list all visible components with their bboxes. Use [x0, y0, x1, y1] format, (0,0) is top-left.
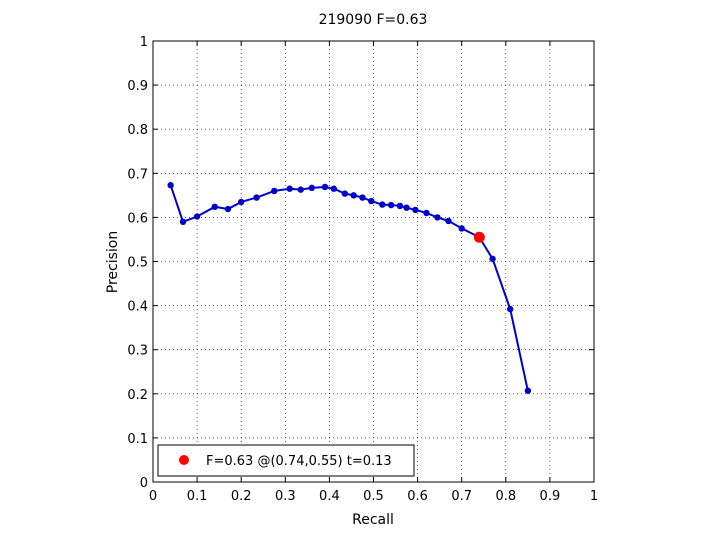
- series-blue: [167, 182, 532, 394]
- x-tick-label: 0.4: [319, 489, 340, 504]
- y-tick-label: 0.9: [127, 79, 148, 94]
- legend-box: [157, 444, 415, 477]
- series-point: [507, 305, 514, 313]
- x-tick-label: 0.5: [363, 489, 384, 504]
- series-point: [489, 255, 496, 263]
- series-point: [330, 185, 338, 192]
- y-tick-labels: 0 0.1 0.2 0.3 0.4 0.5 0.6 0.7 0.8 0.9 1: [127, 35, 148, 491]
- y-axis-label: Precision: [105, 231, 121, 293]
- series-point: [297, 186, 304, 193]
- grid-lines: [153, 41, 594, 482]
- x-tick-label: 0.2: [231, 489, 252, 504]
- y-tick-label: 0.5: [127, 256, 148, 271]
- series-point: [271, 187, 278, 195]
- series-point: [368, 197, 375, 205]
- series-point: [167, 182, 174, 189]
- series-point: [396, 202, 404, 210]
- series-point: [387, 201, 395, 209]
- series-point: [403, 204, 410, 211]
- series-line: [169, 184, 529, 391]
- series-point: [423, 209, 430, 217]
- x-tick-label: 0.6: [407, 489, 428, 504]
- series-point: [350, 192, 357, 199]
- legend: F=0.63 @(0.74,0.55) t=0.13: [157, 444, 415, 477]
- series-point: [179, 218, 187, 226]
- best-f-point: [473, 231, 485, 243]
- y-tick-label: 0.1: [127, 432, 148, 447]
- y-tick-label: 0: [140, 476, 148, 491]
- legend-text: F=0.63 @(0.74,0.55) t=0.13: [206, 454, 392, 469]
- series-point: [193, 213, 201, 220]
- series-point: [286, 185, 293, 192]
- series-point: [224, 205, 232, 213]
- x-axis-label: Recall: [352, 512, 394, 528]
- y-tick-label: 0.4: [127, 300, 148, 315]
- best-f-marker: [473, 231, 485, 243]
- x-tick-label: 0.8: [495, 489, 516, 504]
- series-point: [458, 225, 465, 232]
- series-point: [211, 203, 218, 211]
- y-tick-label: 1: [140, 35, 148, 50]
- y-tick-label: 0.7: [127, 167, 148, 182]
- series-point: [321, 183, 329, 191]
- series-point: [379, 201, 386, 208]
- series-point: [412, 206, 419, 214]
- series-point: [341, 190, 349, 197]
- x-tick-labels: 0 0.1 0.2 0.3 0.4 0.5 0.6 0.7 0.8 0.9 1: [149, 489, 598, 504]
- y-tick-label: 0.3: [127, 344, 148, 359]
- y-tick-label: 0.2: [127, 388, 148, 403]
- x-tick-label: 0.3: [275, 489, 296, 504]
- x-tick-label: 1: [590, 489, 598, 504]
- series-point: [359, 194, 366, 201]
- series-point: [434, 214, 441, 221]
- x-tick-label: 0: [149, 489, 157, 504]
- chart-title: 219090 F=0.63: [319, 12, 428, 28]
- x-tick-label: 0.9: [540, 489, 561, 504]
- y-tick-label: 0.8: [127, 123, 148, 138]
- axis-ticks: [152, 40, 595, 483]
- x-tick-label: 0.7: [451, 489, 472, 504]
- y-tick-label: 0.6: [127, 211, 148, 226]
- series-point: [253, 194, 260, 201]
- series-point: [308, 184, 315, 192]
- x-tick-label: 0.1: [187, 489, 208, 504]
- series-point: [238, 198, 245, 206]
- legend-marker: [179, 455, 189, 465]
- series-point: [524, 387, 532, 394]
- series-point: [445, 217, 452, 225]
